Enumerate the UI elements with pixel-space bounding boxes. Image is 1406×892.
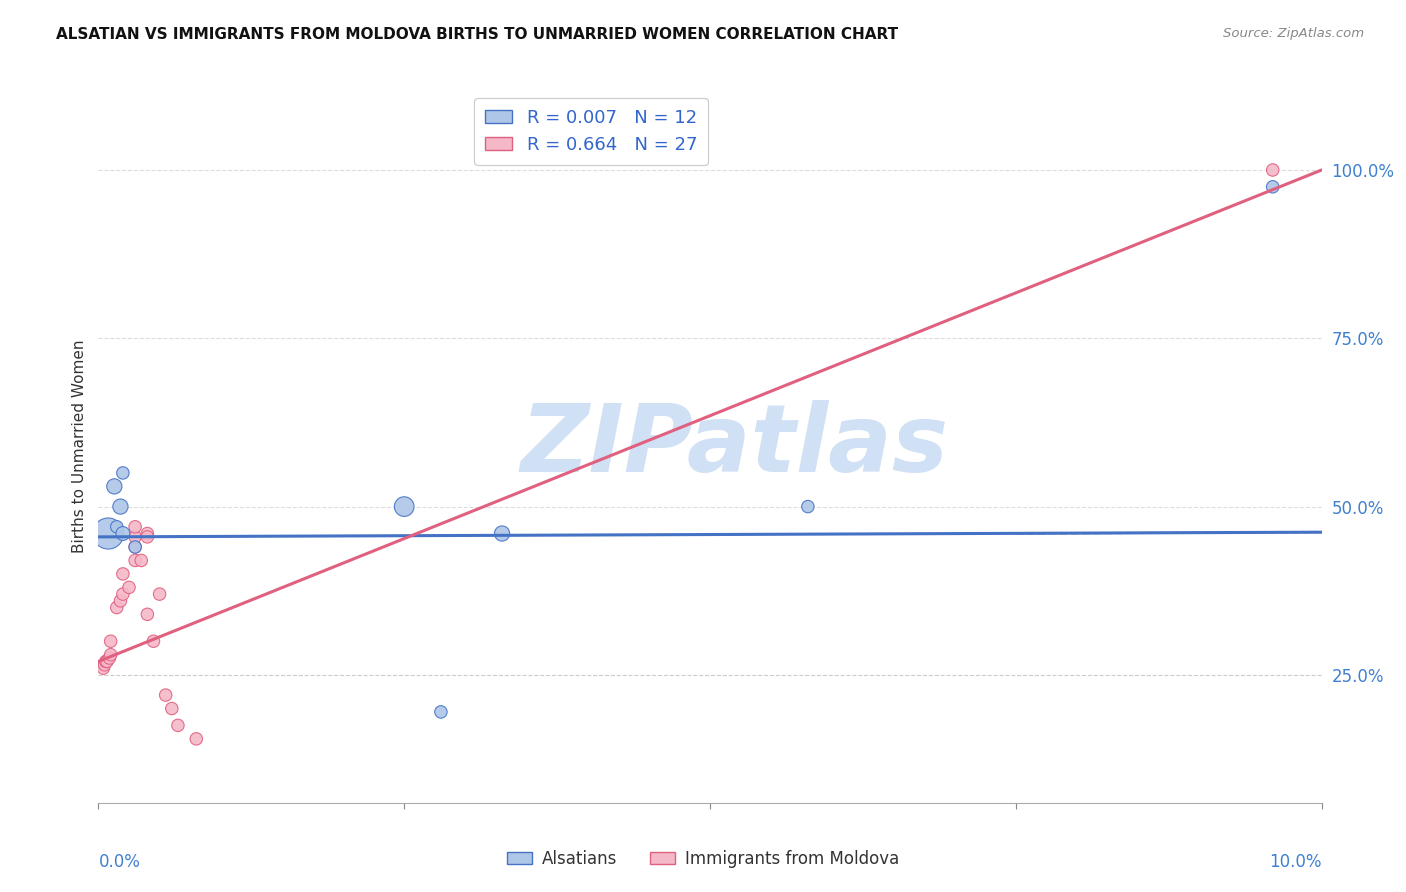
Text: 0.0%: 0.0% xyxy=(98,853,141,871)
Text: ZIPatlas: ZIPatlas xyxy=(520,400,949,492)
Text: 10.0%: 10.0% xyxy=(1270,853,1322,871)
Point xyxy=(96,655,118,669)
Point xyxy=(167,718,190,732)
Point xyxy=(100,648,122,662)
Point xyxy=(91,661,114,675)
Point xyxy=(94,655,117,669)
Point xyxy=(111,587,134,601)
Point xyxy=(110,500,132,514)
Point xyxy=(136,607,159,622)
Point xyxy=(797,500,820,514)
Point xyxy=(186,731,208,746)
Point xyxy=(111,526,134,541)
Point xyxy=(97,526,120,541)
Legend: R = 0.007   N = 12, R = 0.664   N = 27: R = 0.007 N = 12, R = 0.664 N = 27 xyxy=(474,98,709,165)
Text: Source: ZipAtlas.com: Source: ZipAtlas.com xyxy=(1223,27,1364,40)
Point xyxy=(124,540,146,554)
Point xyxy=(100,634,122,648)
Point xyxy=(149,587,172,601)
Point xyxy=(136,526,159,541)
Point xyxy=(111,566,134,581)
Point xyxy=(136,530,159,544)
Point xyxy=(103,479,125,493)
Point xyxy=(142,634,165,648)
Point xyxy=(430,705,453,719)
Point xyxy=(1261,179,1284,194)
Y-axis label: Births to Unmarried Women: Births to Unmarried Women xyxy=(72,339,87,553)
Point xyxy=(98,651,121,665)
Point xyxy=(110,594,132,608)
Point xyxy=(124,540,146,554)
Point xyxy=(129,553,152,567)
Text: ALSATIAN VS IMMIGRANTS FROM MOLDOVA BIRTHS TO UNMARRIED WOMEN CORRELATION CHART: ALSATIAN VS IMMIGRANTS FROM MOLDOVA BIRT… xyxy=(56,27,898,42)
Point xyxy=(160,701,183,715)
Point xyxy=(392,500,416,514)
Point xyxy=(105,600,128,615)
Point xyxy=(155,688,177,702)
Point xyxy=(124,530,146,544)
Point xyxy=(111,466,134,480)
Point xyxy=(118,580,141,594)
Point xyxy=(491,526,513,541)
Point xyxy=(105,520,128,534)
Legend: Alsatians, Immigrants from Moldova: Alsatians, Immigrants from Moldova xyxy=(501,844,905,875)
Point xyxy=(1261,163,1284,178)
Point xyxy=(124,520,146,534)
Point xyxy=(124,553,146,567)
Point xyxy=(93,657,115,672)
